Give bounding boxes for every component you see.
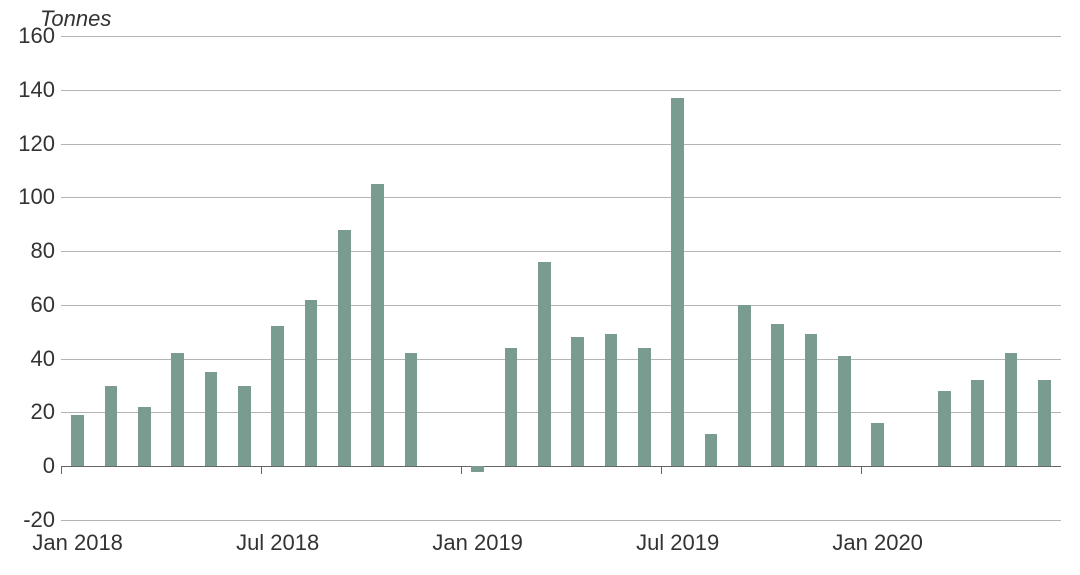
bar [938, 391, 951, 466]
gridline [61, 90, 1061, 91]
y-tick-label: 40 [31, 346, 55, 372]
bar [471, 466, 484, 471]
y-tick-label: 160 [18, 23, 55, 49]
bar [705, 434, 718, 466]
bar [805, 334, 818, 466]
bar [371, 184, 384, 466]
bar [771, 324, 784, 467]
y-tick-label: 80 [31, 238, 55, 264]
bar [971, 380, 984, 466]
x-tick-mark [861, 466, 862, 474]
bar [871, 423, 884, 466]
x-tick-label: Jan 2019 [432, 530, 523, 556]
bar [305, 300, 318, 467]
tonnes-bar-chart: Tonnes -20020406080100120140160Jan 2018J… [0, 0, 1080, 575]
y-tick-label: 20 [31, 399, 55, 425]
bar [505, 348, 518, 466]
gridline [61, 466, 1061, 467]
x-tick-label: Jan 2020 [832, 530, 923, 556]
x-tick-label: Jul 2019 [636, 530, 719, 556]
bar [538, 262, 551, 466]
y-tick-label: 0 [43, 453, 55, 479]
bar [838, 356, 851, 466]
bar [638, 348, 651, 466]
bar [71, 415, 84, 466]
gridline [61, 359, 1061, 360]
gridline [61, 197, 1061, 198]
gridline [61, 36, 1061, 37]
bar [171, 353, 184, 466]
y-tick-label: 120 [18, 131, 55, 157]
bar [671, 98, 684, 466]
x-tick-mark [461, 466, 462, 474]
x-tick-mark [61, 466, 62, 474]
bar [405, 353, 418, 466]
y-tick-label: 60 [31, 292, 55, 318]
bar [205, 372, 218, 466]
gridline [61, 144, 1061, 145]
plot-area [61, 36, 1061, 520]
bar [605, 334, 618, 466]
x-tick-mark [261, 466, 262, 474]
bar [138, 407, 151, 466]
y-tick-label: 140 [18, 77, 55, 103]
gridline [61, 251, 1061, 252]
gridline [61, 520, 1061, 521]
gridline [61, 305, 1061, 306]
bar [271, 326, 284, 466]
bar [338, 230, 351, 467]
bar [1005, 353, 1018, 466]
y-tick-label: 100 [18, 184, 55, 210]
x-tick-label: Jul 2018 [236, 530, 319, 556]
x-tick-label: Jan 2018 [32, 530, 123, 556]
bar [105, 386, 118, 467]
bar [738, 305, 751, 466]
bar [238, 386, 251, 467]
x-tick-mark [661, 466, 662, 474]
bar [571, 337, 584, 466]
bar [1038, 380, 1051, 466]
